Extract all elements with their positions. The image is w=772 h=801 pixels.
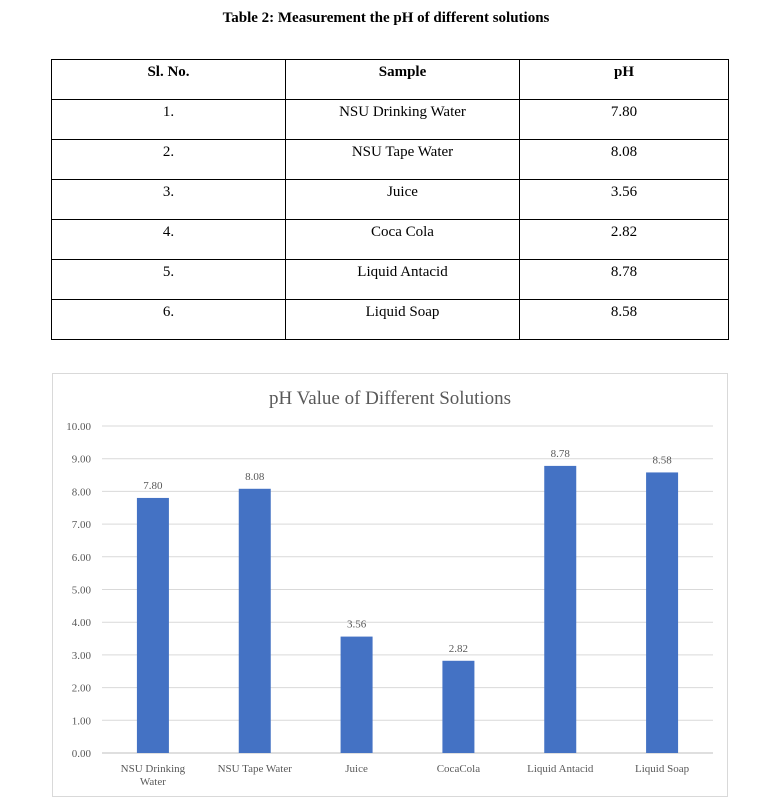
cell-sl-no: 6. [51,299,286,340]
cell-sl-no: 3. [51,179,286,220]
y-tick-label: 7.00 [72,519,92,531]
y-tick-label: 3.00 [72,650,92,662]
x-category-label: Juice [345,763,368,775]
cell-sample: Juice [285,179,520,220]
header-ph: pH [519,59,729,100]
y-tick-label: 4.00 [72,617,92,629]
bar [238,488,271,753]
cell-ph: 3.56 [519,179,729,220]
data-label: 8.78 [551,448,571,460]
cell-sample: Coca Cola [285,219,520,260]
table-row: 3. Juice 3.56 [51,179,729,220]
x-category-label: Water [140,776,166,788]
table-row: 5. Liquid Antacid 8.78 [51,259,729,300]
bar [442,660,475,753]
table-header-row: Sl. No. Sample pH [51,59,729,100]
table-caption: Table 2: Measurement the pH of different… [222,10,550,26]
y-tick-label: 1.00 [72,715,92,727]
y-tick-label: 6.00 [72,552,92,564]
ph-table: Sl. No. Sample pH 1. NSU Drinking Water … [51,59,729,340]
y-tick-label: 5.00 [72,585,92,597]
cell-sample: Liquid Soap [285,299,520,340]
cell-ph: 7.80 [519,99,729,140]
x-category-label: NSU Tape Water [218,763,293,775]
header-sl-no: Sl. No. [51,59,286,100]
ph-bar-chart: pH Value of Different Solutions 0.00 1.00 2… [52,373,728,797]
y-tick-label: 8.00 [72,486,92,498]
table-row: 2. NSU Tape Water 8.08 [51,139,729,180]
cell-sample: NSU Drinking Water [285,99,520,140]
x-category-label: CocaCola [437,763,480,775]
table-row: 1. NSU Drinking Water 7.80 [51,99,729,140]
cell-sl-no: 4. [51,219,286,260]
cell-sl-no: 5. [51,259,286,300]
chart-title: pH Value of Different Solutions [269,388,511,409]
bar [646,472,679,753]
cell-ph: 8.78 [519,259,729,300]
cell-sample: Liquid Antacid [285,259,520,300]
chart-canvas: pH Value of Different Solutions 0.00 1.00 2… [66,388,713,788]
cell-ph: 8.58 [519,299,729,340]
table-row: 4. Coca Cola 2.82 [51,219,729,260]
cell-ph: 2.82 [519,219,729,260]
bar [136,497,169,753]
header-sample: Sample [285,59,520,100]
y-tick-label: 10.00 [66,421,91,433]
y-tick-label: 9.00 [72,454,92,466]
cell-sl-no: 1. [51,99,286,140]
bar [544,465,577,753]
cell-ph: 8.08 [519,139,729,180]
data-label: 7.80 [143,480,163,492]
bar [340,636,373,753]
table-row: 6. Liquid Soap 8.58 [51,299,729,340]
x-category-label: Liquid Antacid [527,763,594,775]
cell-sample: NSU Tape Water [285,139,520,180]
data-label: 2.82 [449,643,468,655]
cell-sl-no: 2. [51,139,286,180]
x-category-label: NSU Drinking [121,763,186,775]
data-label: 8.08 [245,471,265,483]
y-tick-label: 2.00 [72,683,92,695]
data-label: 3.56 [347,619,367,631]
y-tick-label: 0.00 [72,748,92,760]
data-label: 8.58 [652,454,672,466]
x-category-label: Liquid Soap [635,763,690,775]
